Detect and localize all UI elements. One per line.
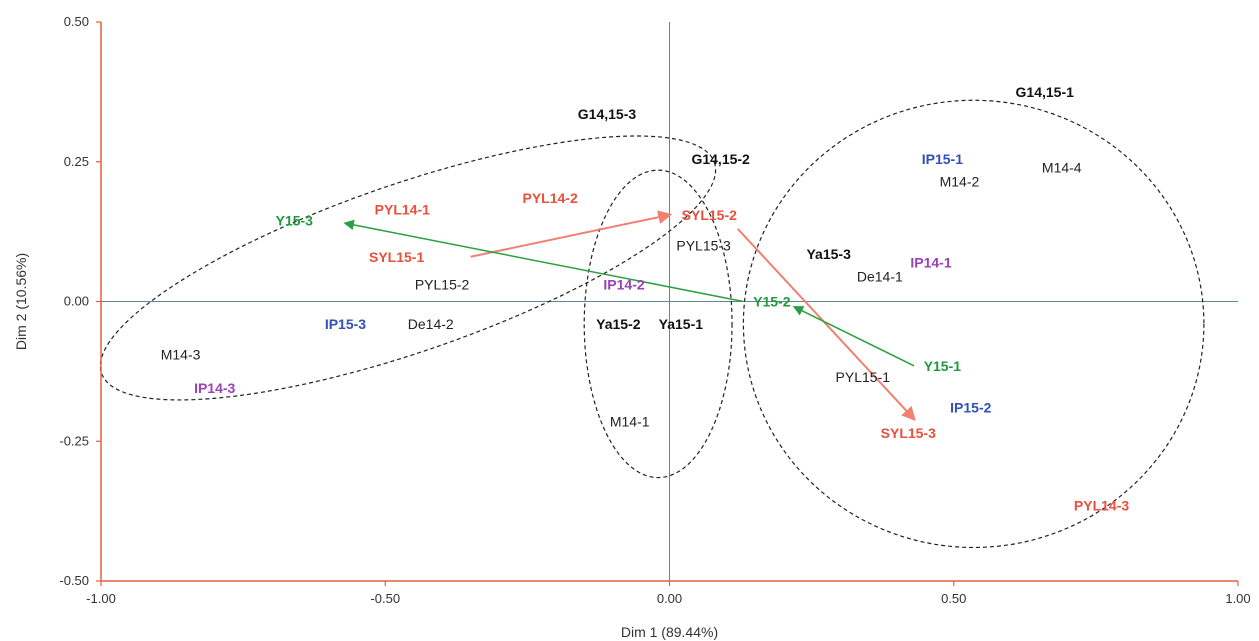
point-label: IP14-1 <box>910 254 951 270</box>
point-label: Y15-2 <box>753 294 791 310</box>
point-label: M14-2 <box>940 173 980 189</box>
point-label: Ya15-2 <box>596 316 641 332</box>
point-label: M14-1 <box>610 414 650 430</box>
point-label: PYL14-1 <box>375 201 430 217</box>
group-label: G14,15-3 <box>578 106 637 122</box>
point-label: M14-4 <box>1042 159 1082 175</box>
point-label: Y15-1 <box>924 358 962 374</box>
point-label: IP15-1 <box>922 151 963 167</box>
x-tick-label: 1.00 <box>1225 591 1250 606</box>
ellipse-G14,15-1 <box>742 99 1205 549</box>
point-label: SYL15-1 <box>369 249 424 265</box>
axis-ticks: -1.00 -0.50 0.00 0.50 1.00 0.50 0.25 0.00 -0.25 -… <box>59 14 1250 606</box>
point-label: PYL14-3 <box>1074 498 1129 514</box>
x-tick-label: -0.50 <box>370 591 400 606</box>
point-label: IP15-3 <box>325 316 366 332</box>
group-labels: G14,15-3 G14,15-2 G14,15-1 <box>578 84 1074 167</box>
arrow-4 <box>792 306 915 367</box>
group-ellipses <box>99 99 1205 549</box>
group-label: G14,15-2 <box>691 151 750 167</box>
y-axis-title: Dim 2 (10.56%) <box>13 253 29 350</box>
y-tick-label: -0.25 <box>59 433 89 448</box>
x-tick-label: 0.50 <box>941 591 966 606</box>
point-label: De14-2 <box>408 316 454 332</box>
arrow-3 <box>343 219 744 303</box>
point-label: M14-3 <box>161 347 201 363</box>
x-axis-title: Dim 1 (89.44%) <box>621 624 718 640</box>
zero-lines <box>101 22 1238 581</box>
group-label: G14,15-1 <box>1016 84 1075 100</box>
y-tick-label: 0.25 <box>64 154 89 169</box>
point-label: SYL15-3 <box>881 425 936 441</box>
ellipse-G14,15-3 <box>99 135 717 401</box>
arrow-2 <box>736 228 916 421</box>
y-tick-label: 0.50 <box>64 14 89 29</box>
point-label: IP15-2 <box>950 400 991 416</box>
x-tick-label: 0.00 <box>657 591 682 606</box>
y-tick-label: -0.50 <box>59 573 89 588</box>
point-labels: Y15-3 PYL14-1 PYL14-2 SYL15-1 PYL15-2 IP15-3 D… <box>161 151 1130 514</box>
trajectory-arrows <box>343 210 916 421</box>
ellipse-G14,15-2 <box>583 169 733 479</box>
point-label: Ya15-1 <box>659 316 704 332</box>
point-label: IP14-2 <box>603 277 644 293</box>
x-tick-label: -1.00 <box>86 591 116 606</box>
point-label: PYL14-2 <box>522 190 577 206</box>
arrow-1 <box>470 210 673 258</box>
point-label: De14-1 <box>857 268 903 284</box>
point-label: PYL15-2 <box>415 277 470 293</box>
point-label: IP14-3 <box>194 380 235 396</box>
point-label: SYL15-2 <box>682 207 737 223</box>
point-label: Y15-3 <box>276 212 314 228</box>
point-label: PYL15-3 <box>676 238 731 254</box>
point-label: PYL15-1 <box>836 369 891 385</box>
point-label: Ya15-3 <box>806 246 851 262</box>
y-tick-label: 0.00 <box>64 294 89 309</box>
